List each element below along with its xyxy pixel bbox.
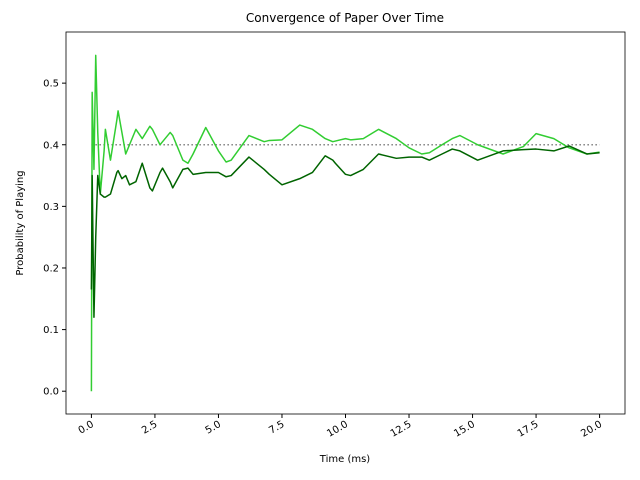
- y-tick-label: 0.5: [43, 79, 59, 90]
- x-axis-label: Time (ms): [319, 454, 371, 465]
- x-tick-label: 7.5: [267, 419, 286, 436]
- y-tick-label: 0.1: [43, 325, 59, 336]
- x-tick-label: 12.5: [389, 419, 414, 440]
- x-tick-label: 20.0: [579, 419, 604, 440]
- x-tick-label: 10.0: [325, 419, 350, 440]
- series-line: [90, 145, 600, 319]
- x-tick-label: 5.0: [204, 419, 223, 436]
- plot-frame: [65, 31, 626, 415]
- chart-title: Convergence of Paper Over Time: [246, 11, 444, 25]
- y-tick-label: 0.3: [43, 202, 59, 213]
- series-line: [90, 54, 600, 392]
- y-tick-label: 0.4: [43, 140, 59, 151]
- y-tick-label: 0.0: [43, 387, 59, 398]
- y-axis-label: Probability of Playing: [15, 170, 26, 275]
- x-tick-label: 0.0: [77, 419, 96, 436]
- x-tick-label: 2.5: [140, 419, 159, 436]
- x-tick-label: 17.5: [516, 419, 541, 440]
- y-tick-label: 0.2: [43, 263, 59, 274]
- x-tick-label: 15.0: [452, 419, 477, 440]
